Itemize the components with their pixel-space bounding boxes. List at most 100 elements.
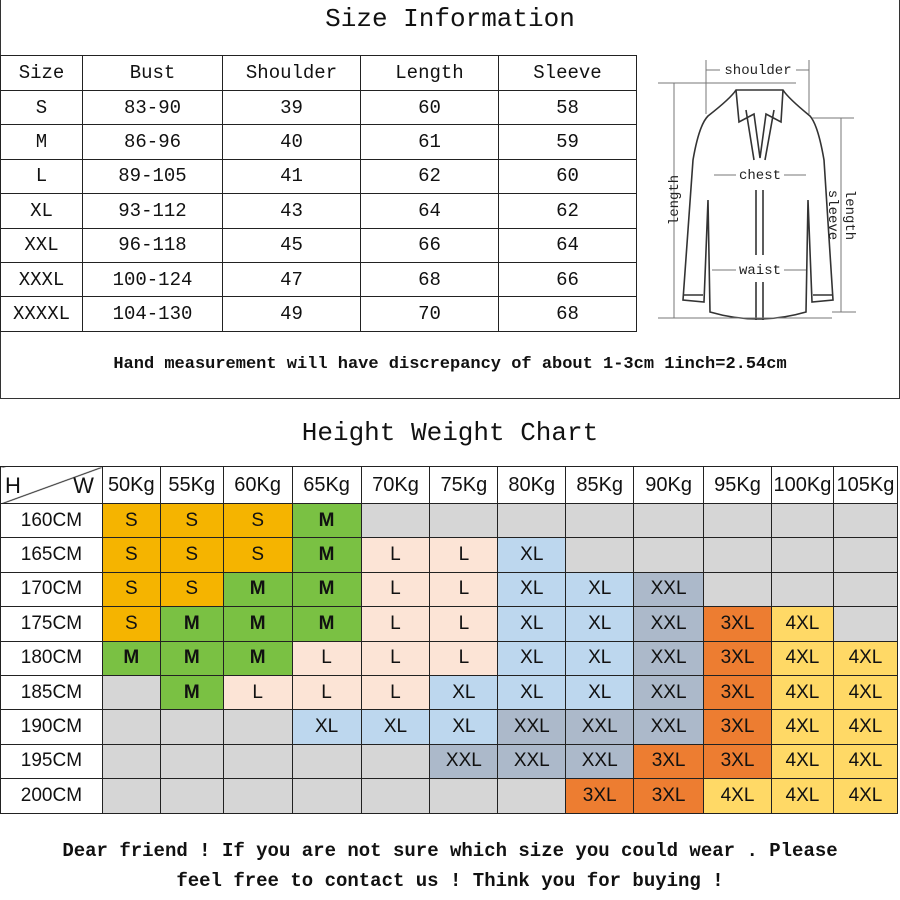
size-cell: 4XL xyxy=(703,778,772,814)
column-header: Sleeve xyxy=(498,55,637,91)
size-cell: S xyxy=(101,502,161,539)
size-cell: XL xyxy=(565,606,635,642)
height-row: 200CM 3XL 3XL 4XL 4XL 4XL xyxy=(0,778,899,814)
size-cell xyxy=(703,571,772,608)
table-cell: 70 xyxy=(360,296,499,332)
size-cell: S xyxy=(222,502,293,539)
table-cell: 47 xyxy=(222,261,361,298)
size-cell: XL xyxy=(497,606,567,642)
size-cell: 3XL xyxy=(703,674,772,711)
size-cell xyxy=(429,502,499,539)
corner-h: H xyxy=(5,473,21,498)
size-cell: M xyxy=(222,640,293,676)
size-cell: L xyxy=(291,674,362,711)
size-row: XXXL 100-124 47 68 66 xyxy=(0,261,637,298)
size-cell: S xyxy=(159,571,224,608)
size-row: L 89-105 41 62 60 xyxy=(0,158,637,195)
weight-header: 80Kg xyxy=(497,466,567,504)
size-cell: M xyxy=(291,606,362,642)
size-cell: M xyxy=(101,640,161,676)
size-cell: XXL xyxy=(429,743,499,780)
weight-header: 95Kg xyxy=(703,466,772,504)
size-cell: XL xyxy=(291,709,362,745)
size-cell xyxy=(497,778,567,814)
size-cell xyxy=(101,778,161,814)
size-row: S 83-90 39 60 58 xyxy=(0,89,637,126)
size-cell xyxy=(565,502,635,539)
size-cell: L xyxy=(360,606,431,642)
table-cell: 61 xyxy=(360,124,499,160)
footer-line-2: feel free to contact us ! Think you for … xyxy=(176,870,724,892)
weight-header: 75Kg xyxy=(429,466,499,504)
size-cell: XL xyxy=(497,537,567,573)
size-cell: XL xyxy=(497,640,567,676)
weight-header: 100Kg xyxy=(770,466,834,504)
size-cell: L xyxy=(429,640,499,676)
table-cell: 39 xyxy=(222,89,361,126)
size-cell: L xyxy=(360,571,431,608)
shirt-diagram: shoulder chest waist length sleeve lengt… xyxy=(636,50,900,330)
height-label: 185CM xyxy=(0,674,103,711)
size-cell: S xyxy=(159,502,224,539)
table-cell: S xyxy=(0,89,83,126)
table-cell: 66 xyxy=(498,261,637,298)
size-table: Size Bust Shoulder Length Sleeve S 83-90 39 60 58… xyxy=(0,55,637,332)
size-cell: 4XL xyxy=(770,640,834,676)
size-cell: M xyxy=(291,571,362,608)
footer-line-1: Dear friend ! If you are not sure which … xyxy=(62,840,838,862)
height-weight-title: Height Weight Chart xyxy=(301,418,599,448)
size-cell xyxy=(222,778,293,814)
size-cell: XXL xyxy=(633,674,705,711)
label-sleeve-length: length xyxy=(841,190,857,240)
table-cell: 68 xyxy=(498,296,637,332)
table-cell: 41 xyxy=(222,158,361,195)
size-row: XXL 96-118 45 66 64 xyxy=(0,227,637,263)
column-header: Length xyxy=(360,55,499,91)
size-cell xyxy=(101,743,161,780)
height-label: 175CM xyxy=(0,606,103,642)
height-label: 200CM xyxy=(0,778,103,814)
table-cell: 100-124 xyxy=(82,261,223,298)
weight-header: 90Kg xyxy=(633,466,705,504)
weight-header: 65Kg xyxy=(291,466,362,504)
size-cell: XL xyxy=(565,571,635,608)
column-header: Bust xyxy=(82,55,223,91)
table-cell: XXXL xyxy=(0,261,83,298)
size-cell: XL xyxy=(497,674,567,711)
size-cell: 3XL xyxy=(703,640,772,676)
size-cell: XL xyxy=(565,674,635,711)
table-cell: L xyxy=(0,158,83,195)
size-row: XL 93-112 43 64 62 xyxy=(0,193,637,229)
table-cell: 60 xyxy=(498,158,637,195)
size-cell xyxy=(703,502,772,539)
size-cell: 4XL xyxy=(770,778,834,814)
weight-header-row: H W 50Kg 55Kg 60Kg 65Kg 70Kg 75Kg 80Kg 85Kg 90Kg 95… xyxy=(0,466,899,504)
height-label: 165CM xyxy=(0,537,103,573)
size-cell: L xyxy=(291,640,362,676)
table-cell: XXXXL xyxy=(0,296,83,332)
corner-w: W xyxy=(73,473,94,498)
label-sleeve: sleeve xyxy=(824,190,840,240)
size-cell xyxy=(770,537,834,573)
weight-header: 60Kg xyxy=(222,466,293,504)
size-cell: L xyxy=(429,571,499,608)
size-cell: 3XL xyxy=(633,778,705,814)
size-cell: M xyxy=(222,606,293,642)
size-cell xyxy=(565,537,635,573)
size-cell xyxy=(770,502,834,539)
size-cell: L xyxy=(429,537,499,573)
size-cell: M xyxy=(291,502,362,539)
size-cell xyxy=(222,743,293,780)
table-cell: 62 xyxy=(498,193,637,229)
size-cell: L xyxy=(360,674,431,711)
height-label: 195CM xyxy=(0,743,103,780)
height-label: 190CM xyxy=(0,709,103,745)
size-cell: 4XL xyxy=(770,606,834,642)
size-cell: 4XL xyxy=(770,709,834,745)
size-cell: XL xyxy=(497,571,567,608)
size-cell: XXL xyxy=(633,571,705,608)
size-cell: L xyxy=(429,606,499,642)
size-cell: S xyxy=(101,606,161,642)
height-row: 190CM XL XL XL XXL XXL XXL 3XL 4XL 4XL xyxy=(0,709,899,745)
size-cell: 3XL xyxy=(703,709,772,745)
